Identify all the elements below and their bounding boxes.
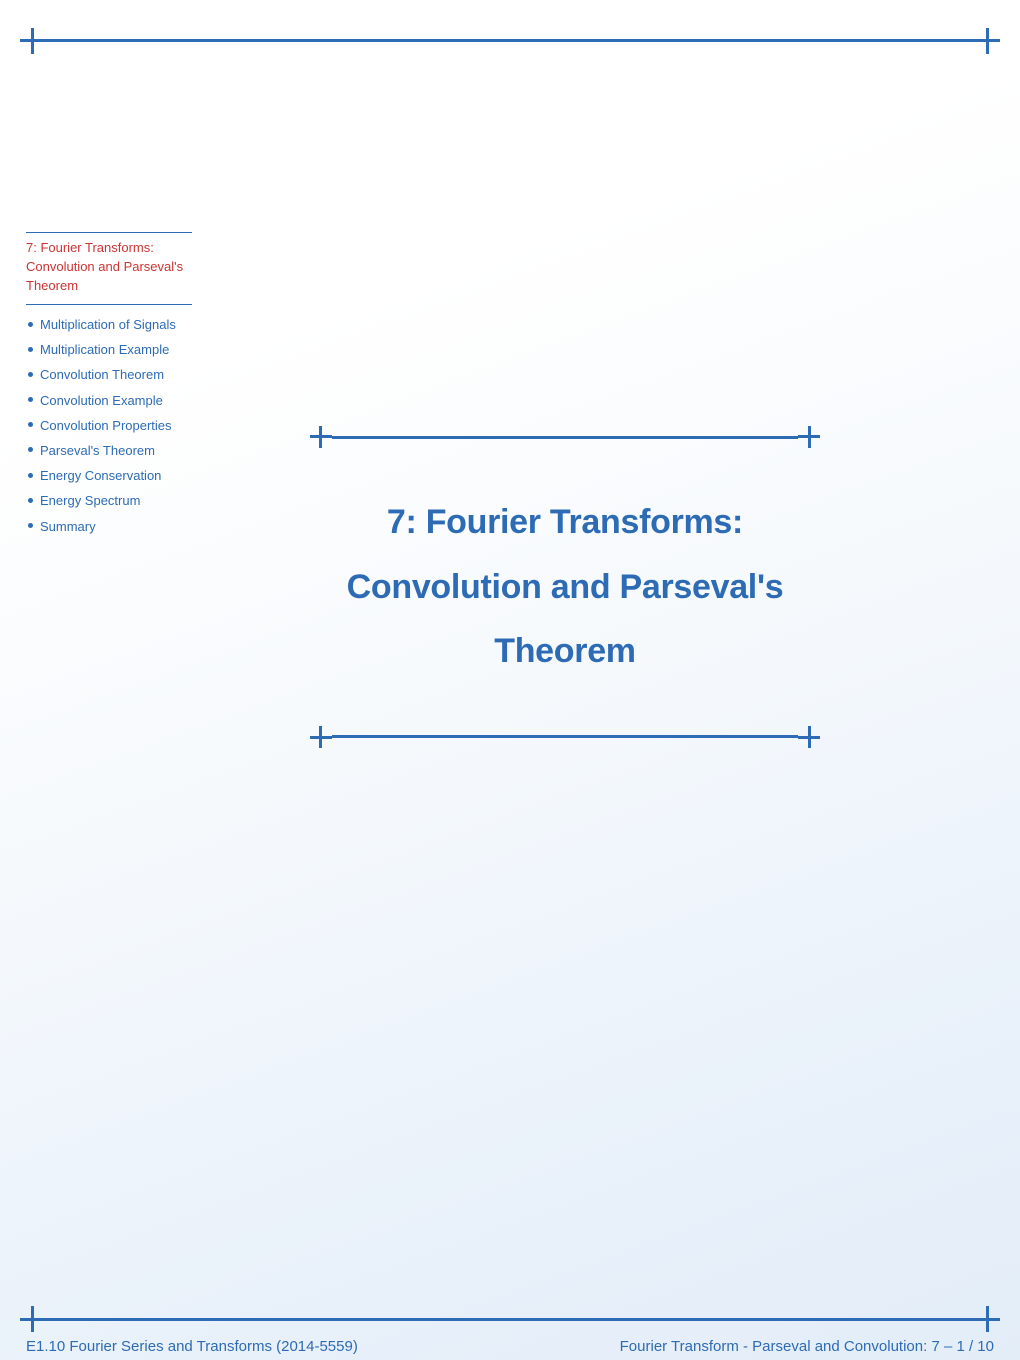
outline-item[interactable]: Parseval's Theorem	[26, 438, 192, 463]
outline-item[interactable]: Energy Spectrum	[26, 489, 192, 514]
slide-title-line: Theorem	[494, 632, 636, 670]
inner-rule-top	[332, 436, 798, 439]
footer-left: E1.10 Fourier Series and Transforms (201…	[26, 1338, 358, 1355]
frame-corner-bottom-left	[20, 1306, 46, 1332]
title-frame: 7: Fourier Transforms: Convolution and P…	[310, 426, 820, 748]
outline-item[interactable]: Multiplication of Signals	[26, 313, 192, 338]
outline-list: Multiplication of Signals Multiplication…	[26, 313, 192, 540]
slide-title-line: 7: Fourier Transforms:	[387, 503, 743, 541]
outline-item[interactable]: Convolution Properties	[26, 413, 192, 438]
inner-corner-bottom-left	[310, 726, 332, 748]
frame-rule-bottom	[46, 1318, 974, 1321]
slide-title-line: Convolution and Parseval's	[347, 568, 784, 606]
outline-item[interactable]: Convolution Example	[26, 388, 192, 413]
inner-rule-bottom	[332, 735, 798, 738]
slide-footer: E1.10 Fourier Series and Transforms (201…	[26, 1338, 994, 1355]
slide-title: 7: Fourier Transforms: Convolution and P…	[310, 490, 820, 684]
frame-corner-top-right	[974, 28, 1000, 54]
frame-corner-bottom-right	[974, 1306, 1000, 1332]
inner-corner-top-left	[310, 426, 332, 448]
outline-item[interactable]: Multiplication Example	[26, 338, 192, 363]
footer-right: Fourier Transform - Parseval and Convolu…	[620, 1338, 994, 1355]
outline-item[interactable]: Convolution Theorem	[26, 363, 192, 388]
frame-corner-top-left	[20, 28, 46, 54]
outline-item[interactable]: Energy Conservation	[26, 464, 192, 489]
outline-sidebar: 7: Fourier Transforms: Convolution and P…	[26, 232, 192, 539]
slide-page: 7: Fourier Transforms: Convolution and P…	[0, 0, 1020, 1360]
frame-rule-top	[46, 39, 974, 42]
outline-item[interactable]: Summary	[26, 514, 192, 539]
inner-corner-bottom-right	[798, 726, 820, 748]
inner-corner-top-right	[798, 426, 820, 448]
outline-heading[interactable]: 7: Fourier Transforms: Convolution and P…	[26, 232, 192, 305]
